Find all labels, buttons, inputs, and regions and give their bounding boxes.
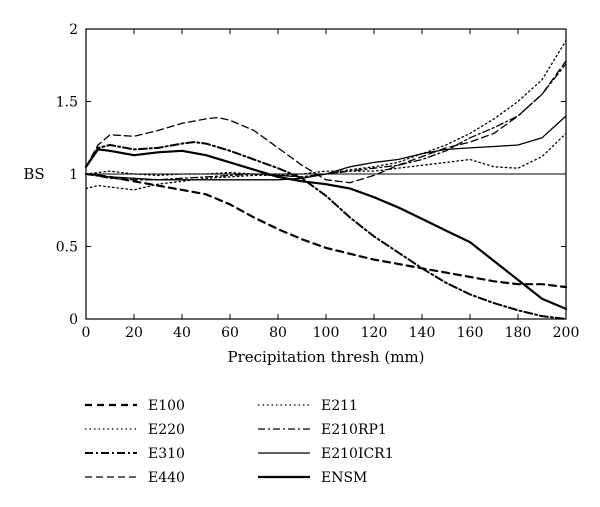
x-tick-label: 40 bbox=[173, 325, 191, 341]
series-line-ensm bbox=[84, 148, 568, 310]
x-tick-label: 120 bbox=[361, 325, 388, 341]
x-tick-label: 200 bbox=[553, 325, 580, 341]
legend: E100 E220 E310 E440 E211 E210RP1 E210ICR1 ENSM bbox=[85, 398, 394, 486]
y-tick-label: 2 bbox=[69, 22, 78, 38]
legend-label-e210icr1: E210ICR1 bbox=[321, 446, 394, 462]
legend-label-e220: E220 bbox=[148, 422, 185, 438]
series-line-e440 bbox=[85, 60, 567, 184]
series-line-e220 bbox=[85, 132, 567, 191]
x-axis-ticks: 0 20 40 60 80 100 120 140 160 180 200 bbox=[82, 29, 580, 341]
legend-label-ensm: ENSM bbox=[321, 470, 367, 486]
series-line-e100 bbox=[84, 172, 568, 289]
series-lines bbox=[84, 39, 568, 320]
legend-label-e211: E211 bbox=[321, 398, 358, 414]
legend-label-e100: E100 bbox=[148, 398, 185, 414]
legend-label-e440: E440 bbox=[148, 470, 185, 486]
y-tick-label: 1.5 bbox=[56, 95, 78, 111]
y-tick-label: 0 bbox=[69, 312, 78, 328]
x-tick-label: 0 bbox=[82, 325, 91, 341]
legend-label-e210rp1: E210RP1 bbox=[321, 422, 387, 438]
series-line-e210rp1 bbox=[85, 63, 567, 181]
x-tick-label: 20 bbox=[125, 325, 143, 341]
y-axis-label: BS bbox=[23, 165, 44, 183]
y-tick-label: 0.5 bbox=[56, 240, 78, 256]
y-tick-label: 1 bbox=[69, 167, 78, 183]
x-tick-label: 80 bbox=[269, 325, 287, 341]
x-tick-label: 60 bbox=[221, 325, 239, 341]
x-tick-label: 140 bbox=[409, 325, 436, 341]
x-tick-label: 100 bbox=[313, 325, 340, 341]
series-line-e310 bbox=[85, 141, 567, 320]
legend-label-e310: E310 bbox=[148, 446, 185, 462]
x-tick-label: 160 bbox=[457, 325, 484, 341]
y-axis-ticks: 0 0.5 1 1.5 2 bbox=[56, 22, 566, 328]
x-tick-label: 180 bbox=[505, 325, 532, 341]
series-line-e211 bbox=[85, 39, 567, 178]
series-line-e210icr1 bbox=[85, 115, 567, 181]
x-axis-label: Precipitation thresh (mm) bbox=[227, 348, 424, 366]
